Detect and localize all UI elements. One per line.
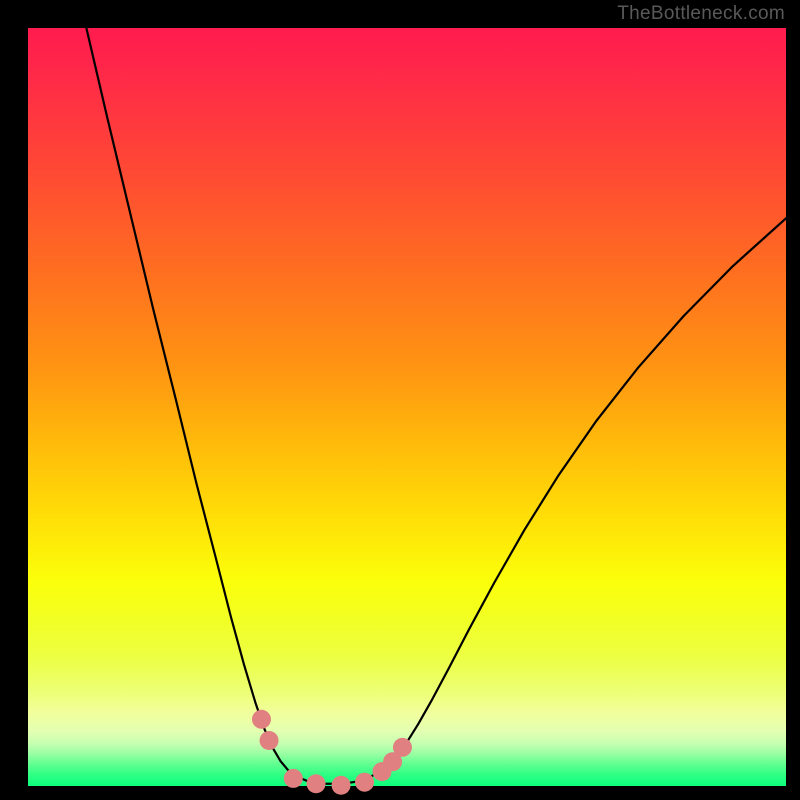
data-marker bbox=[307, 774, 326, 793]
data-marker bbox=[355, 773, 374, 792]
data-marker bbox=[393, 738, 412, 757]
data-marker bbox=[332, 776, 351, 795]
curve-layer bbox=[28, 28, 786, 786]
data-marker bbox=[252, 710, 271, 729]
bottleneck-curve bbox=[86, 28, 786, 784]
data-marker bbox=[284, 769, 303, 788]
data-marker bbox=[260, 731, 279, 750]
chart-frame: TheBottleneck.com bbox=[0, 0, 800, 800]
plot-area bbox=[28, 28, 786, 786]
watermark-text: TheBottleneck.com bbox=[617, 3, 785, 25]
